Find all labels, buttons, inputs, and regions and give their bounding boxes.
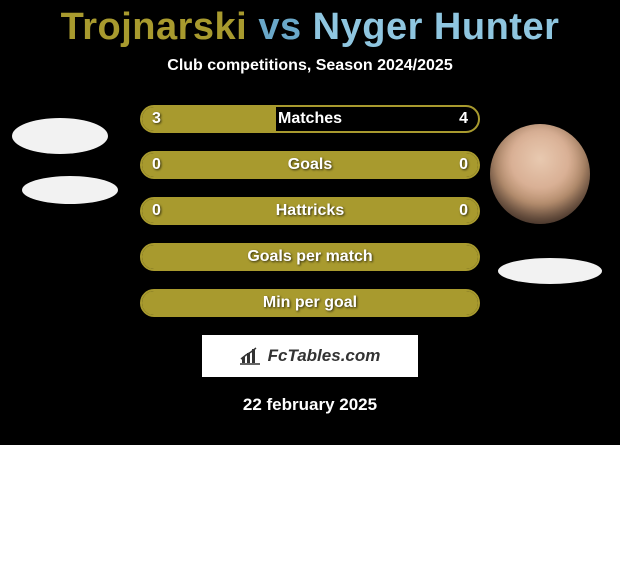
- stat-bar-value-right: 0: [459, 151, 468, 179]
- stat-bar-value-left: 3: [152, 105, 161, 133]
- stat-bar-label: Goals per match: [140, 243, 480, 271]
- comparison-card: Trojnarski vs Nyger Hunter Club competit…: [0, 0, 620, 445]
- subtitle: Club competitions, Season 2024/2025: [0, 57, 620, 75]
- logo-text: FcTables.com: [268, 346, 381, 366]
- player2-avatar: [490, 124, 590, 224]
- stat-bar-row: Goals per match: [140, 243, 480, 271]
- bar-chart-icon: [240, 347, 262, 365]
- date-label: 22 february 2025: [0, 395, 620, 415]
- stat-bar-value-right: 0: [459, 197, 468, 225]
- title-player2: Nyger Hunter: [313, 6, 560, 48]
- stat-bar-row: Goals0 0: [140, 151, 480, 179]
- stat-bar-label: Hattricks: [140, 197, 480, 225]
- player1-avatar-placeholder: [12, 118, 108, 154]
- stat-bar-label: Goals: [140, 151, 480, 179]
- stat-bars: Matches34Goals00Hattricks00Goals per mat…: [140, 105, 480, 317]
- stat-bar-row: Hattricks0 0: [140, 197, 480, 225]
- stat-bar-label: Min per goal: [140, 289, 480, 317]
- player2-shadow-ellipse: [498, 258, 602, 284]
- page-title: Trojnarski vs Nyger Hunter: [0, 6, 620, 49]
- stat-bar-value-right: 4: [459, 105, 468, 133]
- stat-bar-row: Matches3 4: [140, 105, 480, 133]
- title-player1: Trojnarski: [61, 6, 248, 48]
- stat-bar-label: Matches: [140, 105, 480, 133]
- stat-bar-value-left: 0: [152, 151, 161, 179]
- stat-bar-row: Min per goal: [140, 289, 480, 317]
- title-vs: vs: [258, 6, 301, 48]
- player1-shadow-ellipse: [22, 176, 118, 204]
- stat-bar-value-left: 0: [152, 197, 161, 225]
- logo-strip: FcTables.com: [202, 335, 418, 377]
